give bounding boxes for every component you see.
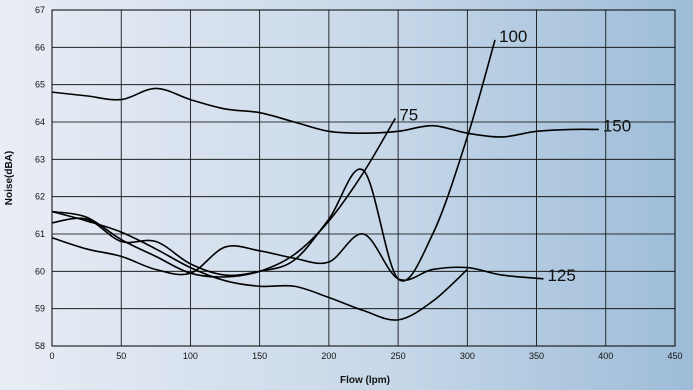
series-labels: 150 75 100 125 [399,27,631,285]
series-lines [51,39,599,321]
series-line-125 [51,233,544,281]
y-tick-label-58: 58 [35,341,45,351]
x-tick-label-350: 350 [529,351,544,361]
x-tick-label-200: 200 [321,351,336,361]
tick-labels: 0 50 100 150 200 250 300 350 400 450 58 59 60 61 62 63 6… [35,5,683,361]
x-tick-label-50: 50 [116,351,126,361]
x-tick-label-0: 0 [49,351,54,361]
x-tick-label-450: 450 [667,351,682,361]
x-tick-label-300: 300 [460,351,475,361]
series-label-150: 150 [603,116,631,135]
y-tick-label-67: 67 [35,5,45,15]
y-tick-label-61: 61 [35,229,45,239]
series-label-100: 100 [499,27,527,46]
y-tick-label-62: 62 [35,192,45,202]
series-label-75: 75 [399,105,418,124]
series-line-100 [51,39,496,282]
y-tick-label-64: 64 [35,117,45,127]
y-tick-label-60: 60 [35,266,45,276]
x-tick-label-250: 250 [391,351,406,361]
x-tick-label-400: 400 [598,351,613,361]
x-tick-label-150: 150 [252,351,267,361]
y-axis-title: Noise(dBA) [4,151,15,205]
y-tick-label-65: 65 [35,80,45,90]
plot-border [51,9,676,347]
y-tick-label-66: 66 [35,42,45,52]
y-tick-label-63: 63 [35,154,45,164]
x-tick-label-100: 100 [183,351,198,361]
series-line-150 [51,87,599,138]
series-label-125: 125 [547,266,575,285]
series-line-unlabeled-4 [51,210,468,321]
y-tick-label-59: 59 [35,304,45,314]
x-axis-title: Flow (lpm) [340,375,390,386]
series-line-75 [51,117,397,278]
